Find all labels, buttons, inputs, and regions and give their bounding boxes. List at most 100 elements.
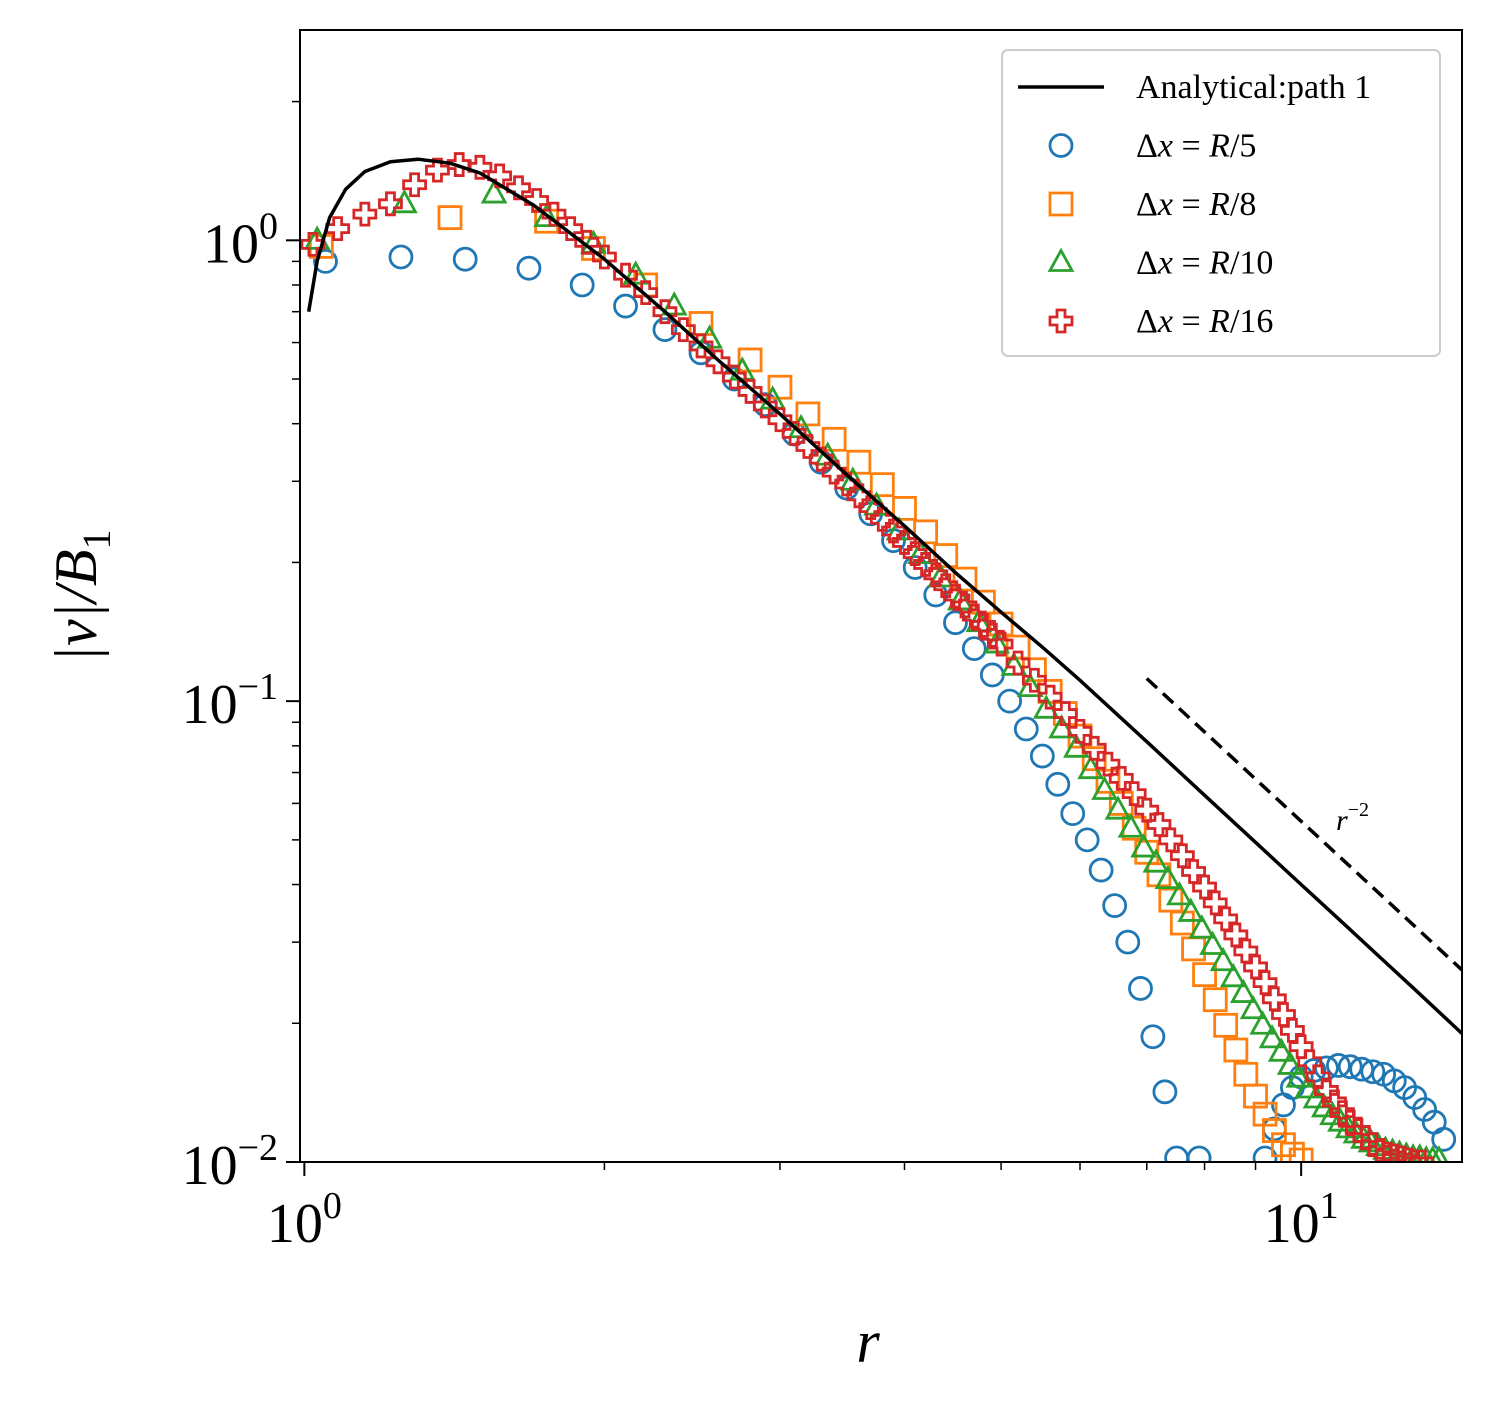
y-tick-label: 100 — [203, 205, 278, 275]
data-point-square — [869, 472, 895, 498]
plot-area — [300, 152, 1462, 1162]
data-point-square — [767, 374, 793, 400]
data-point-square — [1202, 987, 1228, 1013]
data-point-circle — [1337, 1054, 1363, 1080]
data-point-circle — [1029, 743, 1055, 769]
data-point-plus — [652, 299, 678, 325]
data-point-circle — [1140, 1024, 1166, 1050]
legend-label: Analytical:path 1 — [1136, 69, 1371, 106]
legend-item: Δx = R/8 — [1048, 186, 1256, 223]
legend-box — [1001, 49, 1441, 357]
data-point-square — [846, 449, 872, 475]
data-point-triangle — [1209, 946, 1237, 972]
data-point-circle — [313, 249, 338, 274]
legend: Analytical:path 1 Δx = R/5 Δx = R/8 Δx = R/… — [1001, 49, 1441, 357]
data-point-circle — [1013, 716, 1039, 742]
data-point-triangle — [1130, 833, 1158, 858]
data-point-plus — [988, 631, 1014, 657]
data-point-circle — [516, 255, 542, 281]
legend-label: Δx = R/16 — [1136, 303, 1273, 340]
data-point-plus — [425, 157, 450, 183]
reference-line — [1145, 677, 1462, 972]
data-point-circle — [1152, 1079, 1178, 1105]
data-point-plus — [352, 201, 378, 227]
data-point-plus — [913, 552, 939, 577]
data-point-circle — [1252, 1145, 1278, 1162]
data-point-circle — [1431, 1126, 1457, 1152]
data-point-plus — [1322, 1089, 1347, 1115]
series-group — [300, 152, 1462, 1162]
data-point-plus — [881, 518, 906, 544]
data-point-circle — [1326, 1053, 1351, 1078]
data-point-circle — [388, 244, 414, 270]
data-point-square — [913, 519, 939, 545]
legend-item: Δx = R/16 — [1048, 303, 1273, 340]
data-point-square — [1252, 1101, 1278, 1127]
x-tick-label: 101 — [1264, 1185, 1339, 1255]
data-point-plus — [402, 172, 427, 198]
y-axis-title: |v|/B1 — [43, 530, 119, 663]
series-2 — [308, 205, 1314, 1162]
data-point-circle — [1088, 857, 1114, 883]
data-point-circle — [1360, 1059, 1386, 1085]
reference-line-group — [1145, 677, 1462, 972]
data-point-circle — [1045, 771, 1071, 797]
data-point-plus — [1330, 1100, 1355, 1125]
data-point-circle — [961, 636, 987, 662]
data-point-circle — [569, 272, 595, 298]
data-point-triangle — [480, 179, 508, 204]
data-point-circle — [1060, 801, 1086, 827]
data-point-circle — [1186, 1145, 1212, 1162]
data-point-plus — [378, 191, 403, 217]
data-point-plus — [1408, 1149, 1434, 1162]
data-point-plus — [892, 530, 917, 555]
data-point-triangle — [1199, 930, 1226, 955]
data-point-plus — [979, 622, 1005, 648]
data-point-triangle — [1166, 880, 1193, 906]
data-point-triangle — [1048, 714, 1075, 739]
legend-marker-swatch — [1048, 133, 1074, 158]
x-axis-title: r — [856, 1309, 880, 1375]
data-point-square — [1261, 1118, 1287, 1143]
data-point-triangle — [1276, 1050, 1304, 1075]
data-point-plus — [1121, 781, 1147, 807]
reference-line-label: r−2 — [1336, 799, 1369, 837]
legend-item: Analytical:path 1 — [1018, 69, 1371, 106]
data-point-plus — [1313, 1078, 1339, 1103]
legend-label: Δx = R/5 — [1136, 128, 1256, 165]
data-point-plus — [952, 593, 978, 619]
data-point-square — [1192, 962, 1217, 988]
data-point-square — [1243, 1083, 1268, 1109]
data-point-plus — [467, 154, 493, 180]
data-point-plus — [869, 506, 895, 532]
data-point-triangle — [1229, 978, 1257, 1003]
data-point-circle — [613, 293, 638, 319]
x-tick-label: 100 — [267, 1185, 342, 1255]
data-point-square — [1271, 1132, 1296, 1158]
data-point-circle — [1102, 893, 1128, 919]
data-point-plus — [846, 483, 872, 509]
data-point-square — [795, 401, 821, 427]
legend-label: Δx = R/8 — [1136, 186, 1256, 223]
legend-item: Δx = R/10 — [1047, 245, 1273, 282]
data-point-triangle — [1142, 848, 1170, 873]
data-point-plus — [300, 231, 326, 257]
data-point-triangle — [1091, 775, 1118, 800]
data-point-square — [892, 495, 917, 521]
legend-label: Δx = R/10 — [1136, 245, 1273, 282]
legend-marker-swatch — [1047, 247, 1075, 272]
data-point-plus — [971, 613, 996, 638]
data-point-square — [1280, 1141, 1305, 1162]
data-point-plus — [1005, 650, 1031, 676]
data-point-circle — [652, 317, 678, 343]
analytical-line — [306, 157, 1462, 1035]
data-point-plus — [670, 317, 696, 343]
data-point-plus — [688, 333, 714, 359]
series-4 — [300, 152, 1434, 1162]
data-point-plus — [933, 573, 959, 599]
data-point-triangle — [1154, 864, 1182, 890]
data-point-triangle — [1285, 1063, 1313, 1088]
data-point-square — [437, 205, 463, 231]
legend-marker-swatch — [1048, 308, 1074, 334]
